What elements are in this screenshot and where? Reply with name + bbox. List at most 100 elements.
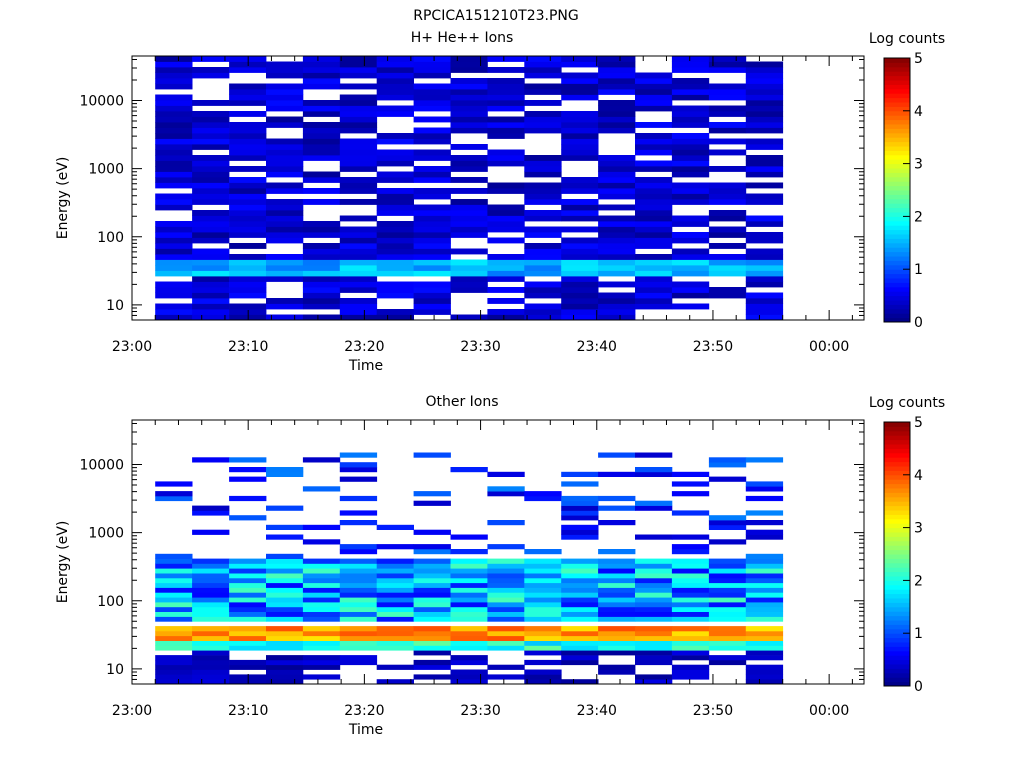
heatmap-cell [450, 61, 488, 68]
heatmap-cell [598, 309, 636, 315]
heatmap-cell [561, 254, 599, 260]
heatmap-cell [598, 226, 636, 233]
heatmap-cell [745, 61, 784, 68]
heatmap-cell [598, 635, 636, 641]
heatmap-cell [229, 664, 267, 670]
heatmap-cell [302, 674, 341, 680]
heatmap-cell [708, 226, 747, 233]
heatmap-cell [598, 303, 636, 310]
heatmap-cell [524, 645, 562, 651]
heatmap-cell [155, 592, 193, 598]
heatmap-cell [413, 254, 451, 260]
heatmap-cell [413, 645, 451, 651]
heatmap-cell [302, 259, 341, 266]
colorbar-segment [884, 203, 910, 209]
heatmap-cell [155, 243, 193, 249]
heatmap-cell [450, 67, 488, 73]
colorbar-segment [884, 154, 910, 160]
heatmap-cell [192, 597, 230, 603]
heatmap-cell [155, 67, 193, 73]
heatmap-cell [229, 592, 267, 598]
heatmap-cell [561, 650, 599, 656]
heatmap-cell [229, 265, 267, 271]
heatmap-cell [413, 56, 451, 62]
heatmap-cell [376, 635, 414, 641]
heatmap-cell [266, 199, 304, 205]
heatmap-cell [155, 287, 193, 293]
heatmap-cell [266, 597, 304, 603]
heatmap-cell [745, 259, 784, 266]
heatmap-cell [487, 182, 525, 189]
heatmap-cell [745, 534, 784, 540]
heatmap-cell [192, 510, 230, 516]
heatmap-cell [671, 655, 710, 661]
heatmap-cell [671, 111, 710, 117]
heatmap-cell [450, 270, 488, 277]
heatmap-cell [450, 635, 488, 641]
heatmap-cell [598, 495, 636, 502]
heatmap-cell [598, 127, 636, 134]
heatmap-cell [155, 655, 193, 661]
heatmap-cell [339, 563, 378, 569]
panel-2-title: Other Ions [425, 394, 498, 410]
heatmap-cell [192, 166, 230, 172]
heatmap-cell [708, 457, 747, 463]
heatmap-cell [155, 171, 193, 178]
heatmap-cell [266, 674, 304, 680]
heatmap-cell [671, 89, 710, 95]
heatmap-cell [635, 582, 673, 588]
heatmap-cell [708, 462, 747, 468]
heatmap-cell [745, 616, 784, 622]
heatmap-cell [413, 587, 451, 593]
heatmap-cell [598, 193, 636, 200]
colorbar-segment [884, 567, 910, 573]
heatmap-cell [266, 471, 304, 477]
heatmap-cell [266, 160, 304, 167]
heatmap-cell [561, 645, 599, 651]
heatmap-cell [487, 577, 525, 584]
heatmap-cell [450, 116, 488, 123]
heatmap-cell [155, 166, 193, 172]
heatmap-cell [302, 276, 341, 282]
heatmap-cell [635, 471, 673, 477]
heatmap-cell [155, 664, 193, 670]
heatmap-cell [376, 177, 414, 183]
heatmap-cell [745, 602, 784, 608]
heatmap-cell [413, 215, 451, 222]
heatmap-cell [561, 298, 599, 304]
heatmap-cell [671, 221, 710, 227]
heatmap-cell [229, 270, 267, 277]
heatmap-cell [376, 592, 414, 598]
heatmap-cell [339, 160, 378, 167]
heatmap-cell [266, 138, 304, 145]
heatmap-cell [339, 166, 378, 172]
heatmap-cell [708, 558, 747, 564]
heatmap-cell [339, 510, 378, 516]
heatmap-cell [745, 254, 784, 260]
heatmap-cell [708, 655, 747, 661]
heatmap-cell [192, 303, 230, 310]
heatmap-cell [192, 215, 230, 222]
heatmap-cell [598, 111, 636, 117]
heatmap-cell [635, 635, 673, 641]
heatmap-cell [745, 611, 784, 617]
heatmap-cell [671, 582, 710, 588]
heatmap-cell [450, 645, 488, 651]
heatmap-cell [192, 616, 230, 622]
heatmap-cell [487, 105, 525, 112]
heatmap-cell [192, 292, 230, 299]
heatmap-cell [450, 679, 488, 685]
heatmap-cell [671, 568, 710, 574]
heatmap-cell [266, 467, 304, 473]
panel-1-y-axis-label: Energy (eV) [55, 157, 71, 240]
heatmap-cell [561, 215, 599, 222]
heatmap-cell [708, 563, 747, 569]
heatmap-cell [376, 210, 414, 216]
heatmap-cell [598, 254, 636, 260]
heatmap-cell [192, 659, 230, 666]
heatmap-cell [450, 568, 488, 574]
heatmap-cell [524, 127, 562, 134]
heatmap-cell [155, 221, 193, 227]
heatmap-cell [413, 573, 451, 579]
heatmap-cell [671, 287, 710, 293]
